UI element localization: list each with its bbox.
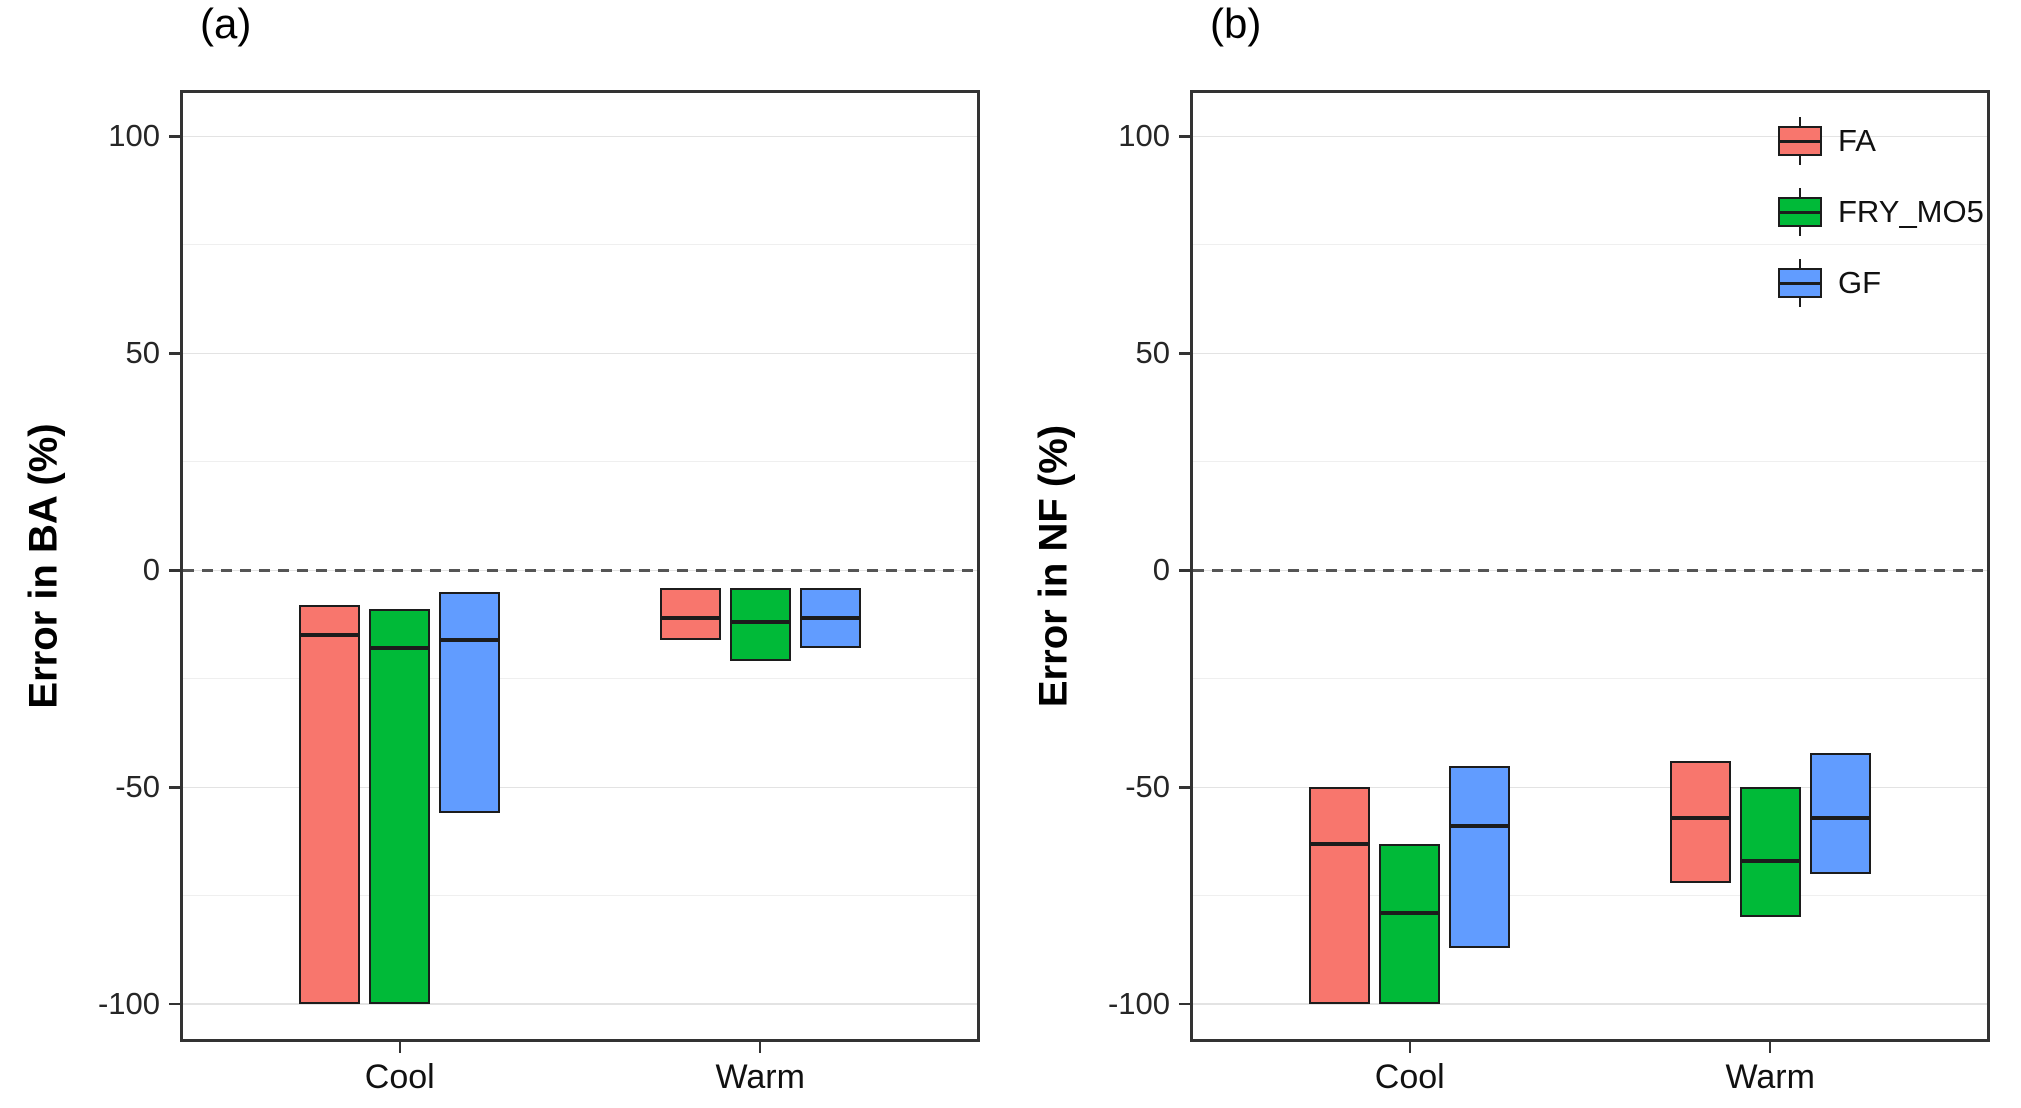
y-tick-mark — [169, 135, 180, 138]
y-tick-label: -50 — [1125, 769, 1170, 805]
gridline-major — [183, 786, 977, 789]
y-tick-label: 50 — [1135, 335, 1170, 371]
y-tick-label: 100 — [108, 118, 160, 154]
legend-key-median-FRY_MO5 — [1778, 210, 1822, 214]
median-line-FA-Warm — [659, 616, 721, 621]
legend-label-GF: GF — [1838, 265, 1882, 300]
gridline-major — [1193, 352, 1987, 355]
y-tick-label: -100 — [1107, 986, 1170, 1022]
median-line-FRY_MO5-Warm — [729, 620, 791, 625]
panel-label-a: (a) — [200, 0, 252, 47]
x-tick-mark — [1408, 1042, 1411, 1053]
gridline-major — [1193, 135, 1987, 138]
gridline-major — [1193, 1003, 1987, 1006]
y-tick-mark — [1179, 135, 1190, 138]
x-tick-label: Warm — [715, 1058, 805, 1096]
gridline-major — [183, 352, 977, 355]
y-tick-mark — [169, 786, 180, 789]
median-line-FRY_MO5-Cool — [369, 646, 431, 651]
plot-area-a — [180, 90, 980, 1042]
x-tick-mark — [398, 1042, 401, 1053]
gridline-minor — [183, 461, 977, 463]
box-GF-Warm — [1809, 752, 1871, 875]
box-FRY_MO5-Warm — [1739, 787, 1801, 918]
median-line-GF-Warm — [799, 616, 861, 621]
y-tick-label: -50 — [115, 769, 160, 805]
legend-label-FRY_MO5: FRY_MO5 — [1838, 194, 1984, 229]
legend-label-FA: FA — [1838, 123, 1876, 158]
plot-area-b: FA FRY_MO5 GF — [1190, 90, 1990, 1042]
zero-reference-line — [183, 569, 977, 572]
y-tick-label: 0 — [142, 552, 160, 588]
median-line-FA-Cool — [1309, 841, 1371, 846]
box-GF-Cool — [1449, 765, 1511, 948]
x-tick-mark — [1769, 1042, 1772, 1053]
panel-a: (a) Error in BA (%) -100 -50 0 50 100 Cool War… — [0, 0, 1010, 1108]
box-FA-Warm — [1669, 761, 1731, 883]
box-FA-Warm — [659, 587, 721, 640]
y-tick-mark — [1179, 1003, 1190, 1006]
median-line-FA-Warm — [1669, 815, 1731, 820]
gridline-minor — [183, 895, 977, 897]
y-tick-mark — [169, 352, 180, 355]
panel-b: (b) Error in NF (%) FA FRY_MO5 GF -100 -50 0… — [1010, 0, 2020, 1108]
gridline-minor — [1193, 678, 1987, 680]
y-tick-mark — [169, 569, 180, 572]
gridline-minor — [1193, 895, 1987, 897]
box-FRY_MO5-Cool — [1379, 843, 1441, 1005]
y-tick-label: -100 — [97, 986, 160, 1022]
median-line-GF-Cool — [439, 637, 501, 642]
gridline-minor — [183, 678, 977, 680]
zero-reference-line — [1193, 569, 1987, 572]
gridline-major — [183, 135, 977, 138]
legend-key-median-GF — [1778, 281, 1822, 285]
y-tick-mark — [169, 1003, 180, 1006]
y-tick-mark — [1179, 352, 1190, 355]
x-tick-mark — [759, 1042, 762, 1053]
gridline-minor — [183, 244, 977, 246]
median-line-GF-Warm — [1809, 815, 1871, 820]
box-FA-Cool — [1309, 787, 1371, 1005]
median-line-GF-Cool — [1449, 824, 1511, 829]
y-tick-label: 50 — [125, 335, 160, 371]
median-line-FRY_MO5-Warm — [1739, 859, 1801, 864]
y-tick-mark — [1179, 786, 1190, 789]
x-tick-label: Warm — [1725, 1058, 1815, 1096]
median-line-FRY_MO5-Cool — [1379, 911, 1441, 916]
gridline-major — [1193, 786, 1987, 789]
y-tick-mark — [1179, 569, 1190, 572]
gridline-minor — [1193, 461, 1987, 463]
x-tick-label: Cool — [364, 1058, 435, 1096]
box-FA-Cool — [299, 605, 361, 1005]
legend-key-median-FA — [1778, 139, 1822, 143]
gridline-major — [183, 1003, 977, 1006]
y-tick-label: 0 — [1152, 552, 1170, 588]
median-line-FA-Cool — [299, 633, 361, 638]
panel-label-b: (b) — [1210, 0, 1262, 47]
y-tick-label: 100 — [1118, 118, 1170, 154]
gridline-minor — [1193, 244, 1987, 246]
box-GF-Cool — [439, 592, 501, 814]
box-FRY_MO5-Warm — [729, 587, 791, 662]
box-FRY_MO5-Cool — [369, 609, 431, 1005]
x-tick-label: Cool — [1374, 1058, 1445, 1096]
